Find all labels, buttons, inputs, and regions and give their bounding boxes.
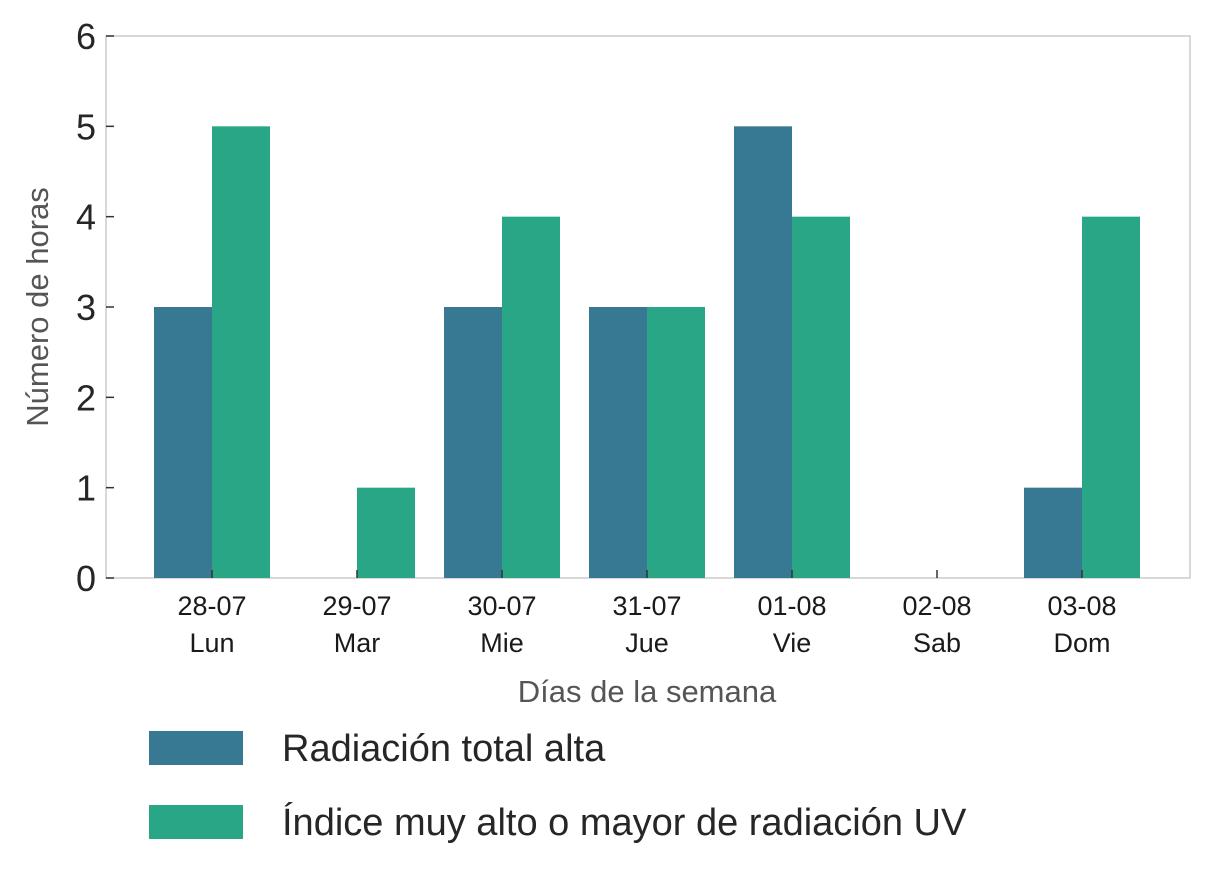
y-tick-label: 4 [76, 197, 96, 238]
bar-radiacion-total-0 [154, 307, 212, 578]
bar-indice-uv-2 [502, 216, 560, 578]
x-tick-label-date: 31-07 [612, 591, 681, 621]
y-tick-label: 6 [76, 16, 96, 57]
bar-indice-uv-4 [792, 216, 850, 578]
x-tick-label-day: Dom [1053, 628, 1110, 658]
x-tick-label-date: 02-08 [902, 591, 971, 621]
y-axis: 0 1 2 3 4 5 6 [76, 16, 114, 599]
y-tick-label: 0 [76, 558, 96, 599]
x-tick-label-day: Sab [913, 628, 961, 658]
bar-radiacion-total-4 [734, 126, 792, 578]
legend-swatch [149, 805, 243, 839]
y-tick-label: 2 [76, 377, 96, 418]
legend-label: Índice muy alto o mayor de radiación UV [282, 801, 967, 844]
y-tick-label: 1 [76, 468, 96, 509]
x-tick-label-day: Mie [480, 628, 524, 658]
x-tick-label-date: 03-08 [1047, 591, 1116, 621]
bar-radiacion-total-2 [444, 307, 502, 578]
bars-group [154, 126, 1140, 578]
x-tick-label-date: 01-08 [757, 591, 826, 621]
y-tick-label: 3 [76, 287, 96, 328]
bar-indice-uv-0 [212, 126, 270, 578]
x-axis: 28-07 Lun 29-07 Mar 30-07 Mie 31-07 Jue 01-08 Vie… [177, 570, 1117, 658]
bar-indice-uv-3 [647, 307, 705, 578]
x-tick-label-day: Jue [625, 628, 669, 658]
bar-indice-uv-1 [357, 487, 415, 578]
x-tick-label-day: Mar [334, 628, 381, 658]
legend-swatch [149, 731, 243, 765]
bar-radiacion-total-3 [589, 307, 647, 578]
x-tick-label-date: 28-07 [177, 591, 246, 621]
x-tick-label-day: Vie [773, 628, 812, 658]
x-tick-label-date: 30-07 [467, 591, 536, 621]
x-tick-label-date: 29-07 [322, 591, 391, 621]
legend-label: Radiación total alta [282, 728, 606, 770]
x-axis-title: Días de la semana [518, 674, 777, 709]
bar-radiacion-total-6 [1024, 487, 1082, 578]
bar-indice-uv-6 [1082, 216, 1140, 578]
y-tick-label: 5 [76, 106, 96, 147]
x-tick-label-day: Lun [189, 628, 234, 658]
y-axis-title: Número de horas [20, 187, 55, 427]
legend: Radiación total alta Índice muy alto o ma… [149, 728, 967, 844]
